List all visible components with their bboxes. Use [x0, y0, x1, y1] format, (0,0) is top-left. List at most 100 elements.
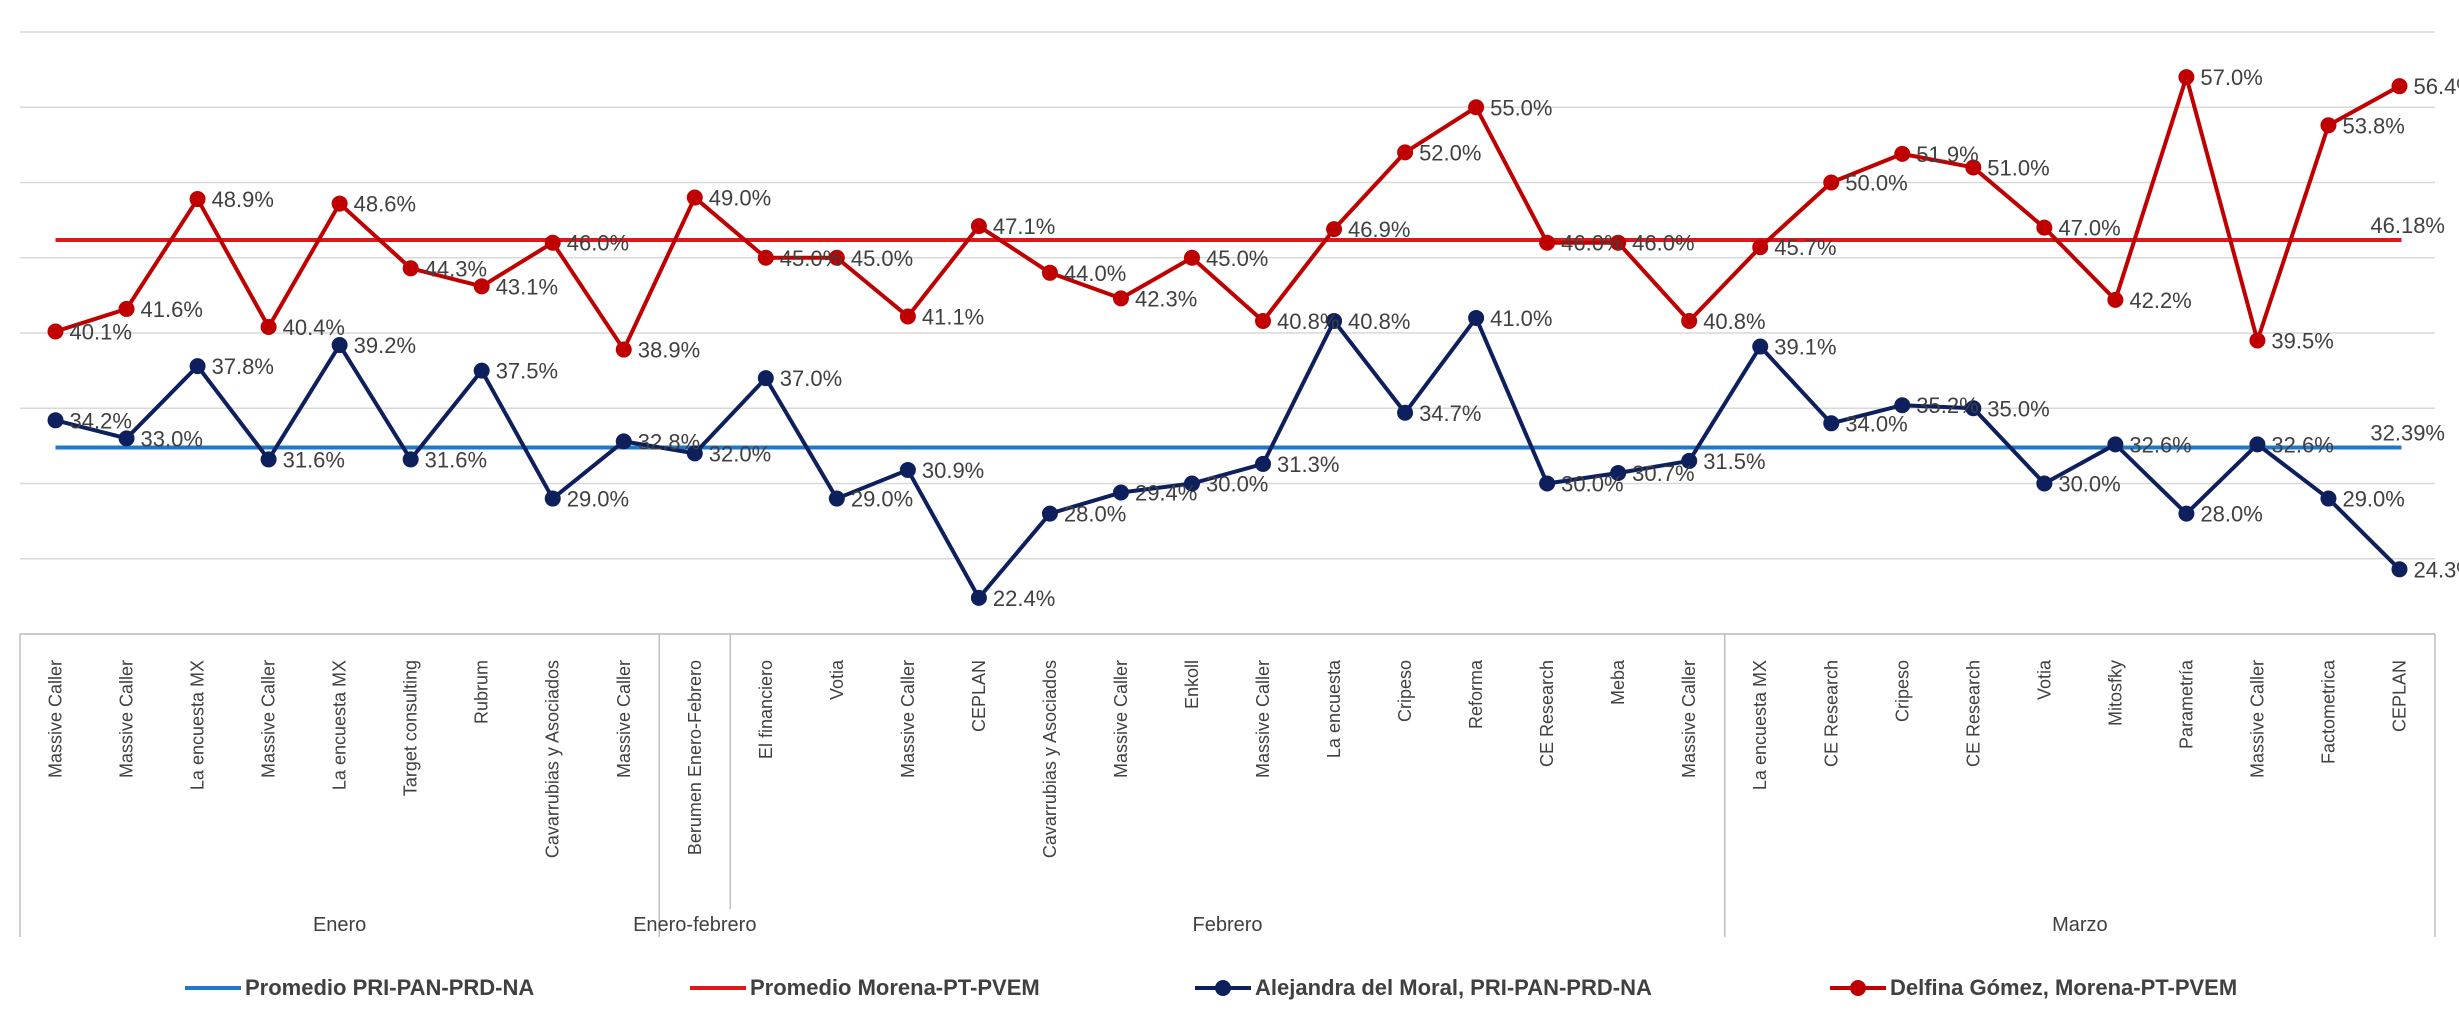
- data-label: 22.4%: [993, 586, 1055, 611]
- data-label: 32.0%: [709, 441, 771, 466]
- data-label: 42.3%: [1135, 286, 1197, 311]
- data-label: 41.6%: [141, 297, 203, 322]
- category-label: Meba: [1608, 659, 1628, 705]
- data-label: 49.0%: [709, 186, 771, 211]
- data-point: [615, 433, 632, 450]
- data-label: 34.2%: [70, 408, 132, 433]
- data-point: [757, 249, 774, 266]
- category-label: Massive Caller: [117, 660, 137, 778]
- legend-marker: [1215, 980, 1231, 996]
- data-point: [1752, 239, 1769, 256]
- data-label: 32.6%: [2271, 432, 2333, 457]
- data-label: 46.0%: [1632, 231, 1694, 256]
- data-point: [1894, 145, 1911, 162]
- data-point: [899, 461, 916, 478]
- data-label: 29.0%: [567, 487, 629, 512]
- category-label: CEPLAN: [2389, 660, 2409, 732]
- data-point: [1610, 464, 1627, 481]
- data-label: 45.7%: [1774, 235, 1836, 260]
- data-label: 35.0%: [1987, 396, 2049, 421]
- data-label: 30.0%: [1561, 472, 1623, 497]
- data-point: [1255, 455, 1272, 472]
- data-label: 24.3%: [2413, 557, 2459, 582]
- data-label: 34.7%: [1419, 401, 1481, 426]
- data-point: [402, 260, 419, 277]
- data-point: [189, 191, 206, 208]
- data-point: [1183, 475, 1200, 492]
- data-label: 40.8%: [1277, 309, 1339, 334]
- data-label: 56.4%: [2413, 74, 2459, 99]
- category-label: La encuesta: [1324, 659, 1344, 758]
- data-label: 29.0%: [851, 487, 913, 512]
- data-label: 40.1%: [70, 319, 132, 344]
- data-point: [1041, 264, 1058, 281]
- data-point: [2391, 561, 2408, 578]
- category-label: Cripeso: [1892, 660, 1912, 722]
- data-point: [1681, 452, 1698, 469]
- data-label: 28.0%: [1064, 502, 1126, 527]
- data-point: [2391, 78, 2408, 95]
- average-label: 46.18%: [2370, 213, 2445, 238]
- data-point: [1468, 309, 1485, 326]
- data-point: [2036, 475, 2053, 492]
- data-label: 32.8%: [638, 429, 700, 454]
- data-label: 55.0%: [1490, 95, 1552, 120]
- data-labels: 32.39% 46.18% 34.2% 33.0% 37.8% 31.6% 39.2% 31.…: [70, 65, 2459, 611]
- data-point: [1539, 234, 1556, 251]
- data-label: 33.0%: [141, 426, 203, 451]
- category-label: Votia: [2034, 659, 2054, 700]
- category-label: Parametría: [2176, 659, 2196, 749]
- data-label: 30.0%: [1206, 472, 1268, 497]
- category-label: Massive Caller: [259, 660, 279, 778]
- data-label: 29.0%: [2342, 487, 2404, 512]
- category-label: Massive Caller: [1111, 660, 1131, 778]
- data-point: [331, 195, 348, 212]
- group-label: Enero-febrero: [633, 914, 756, 936]
- data-label: 44.3%: [425, 256, 487, 281]
- data-point: [1965, 400, 1982, 417]
- data-label: 44.0%: [1064, 261, 1126, 286]
- data-label: 47.0%: [2058, 216, 2120, 241]
- data-label: 48.9%: [212, 187, 274, 212]
- legend-label: Alejandra del Moral, PRI-PAN-PRD-NA: [1255, 975, 1652, 1000]
- category-label: Enkoll: [1182, 660, 1202, 709]
- data-label: 35.2%: [1916, 393, 1978, 418]
- series-lines: [47, 69, 2408, 606]
- data-label: 46.0%: [567, 231, 629, 256]
- data-point: [1681, 312, 1698, 329]
- category-label: La encuesta MX: [1750, 660, 1770, 790]
- data-point: [1539, 475, 1556, 492]
- data-point: [686, 189, 703, 206]
- data-label: 43.1%: [496, 274, 558, 299]
- legend-marker: [1850, 980, 1866, 996]
- data-point: [118, 300, 135, 317]
- data-label: 38.9%: [638, 338, 700, 363]
- data-point: [2036, 219, 2053, 236]
- data-label: 41.0%: [1490, 306, 1552, 331]
- data-label: 50.0%: [1845, 171, 1907, 196]
- data-point: [260, 318, 277, 335]
- group-label: Enero: [313, 914, 366, 936]
- data-point: [1965, 159, 1982, 176]
- category-label: Massive Caller: [1253, 660, 1273, 778]
- data-label: 31.5%: [1703, 449, 1765, 474]
- data-point: [757, 370, 774, 387]
- data-point: [1112, 290, 1129, 307]
- category-label: Cavarrubias y Asociados: [1040, 660, 1060, 858]
- data-label: 37.0%: [780, 366, 842, 391]
- data-label: 39.2%: [354, 333, 416, 358]
- category-label: Factometrica: [2318, 659, 2338, 764]
- data-label: 40.8%: [1348, 309, 1410, 334]
- category-label: Massive Caller: [46, 660, 66, 778]
- data-point: [473, 362, 490, 379]
- data-label: 52.0%: [1419, 140, 1481, 165]
- data-label: 45.0%: [780, 246, 842, 271]
- data-label: 46.9%: [1348, 217, 1410, 242]
- data-point: [828, 490, 845, 507]
- data-label: 45.0%: [851, 246, 913, 271]
- series-line: [54, 75, 2401, 352]
- data-point: [1823, 415, 1840, 432]
- data-point: [1112, 484, 1129, 501]
- data-point: [1397, 404, 1414, 421]
